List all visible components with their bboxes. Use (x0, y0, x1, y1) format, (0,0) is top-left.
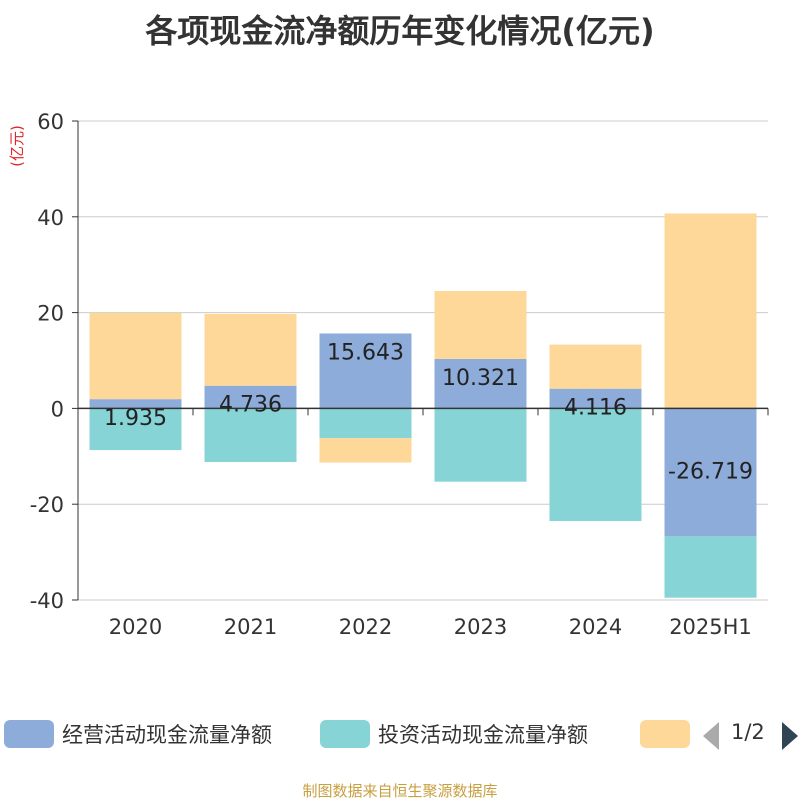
bar-segment-2025H1-s2[interactable] (664, 213, 757, 409)
legend-swatch-third[interactable] (640, 720, 690, 748)
x-tick-label: 2020 (109, 615, 162, 639)
x-tick-label: 2024 (569, 615, 622, 639)
bar-segment-2020-s2[interactable] (89, 312, 182, 400)
legend-page-indicator: 1/2 (731, 720, 765, 744)
data-label-2025H1: -26.719 (668, 459, 753, 484)
bar-segment-2022-s1[interactable] (319, 408, 412, 439)
axes: -40 -20 0 20 40 60 2020 2021 2022 2023 2024 2025H1 (30, 110, 769, 639)
grid-lines (78, 120, 768, 601)
legend: 经营活动现金流量净额 投资活动现金流量净额 1/2 (0, 712, 800, 756)
bar-segment-2024-s2[interactable] (549, 344, 642, 389)
bars (89, 213, 757, 598)
legend-label-operating[interactable]: 经营活动现金流量净额 (62, 723, 272, 747)
y-tick-label: -20 (30, 493, 64, 517)
x-tick-label: 2025H1 (669, 615, 752, 639)
y-tick-label: 20 (37, 302, 64, 326)
bar-segment-2022-s2[interactable] (319, 438, 412, 463)
data-source-note: 制图数据来自恒生聚源数据库 (302, 782, 498, 800)
y-tick-label: 40 (37, 206, 64, 230)
data-label-2021: 4.736 (219, 393, 282, 418)
legend-next-page-icon[interactable] (782, 722, 798, 750)
x-tick-label: 2021 (224, 615, 277, 639)
legend-label-investing[interactable]: 投资活动现金流量净额 (378, 723, 588, 747)
data-label-2020: 1.935 (104, 406, 167, 431)
bar-segment-2021-s1[interactable] (204, 408, 297, 463)
chart-title: 各项现金流净额历年变化情况(亿元) (145, 12, 655, 50)
y-axis-label: (亿元) (8, 125, 26, 167)
legend-swatch-operating[interactable] (4, 720, 54, 748)
bar-segment-2025H1-s1[interactable] (664, 536, 757, 598)
data-labels: 1.935 4.736 15.643 10.321 4.116 -26.719 (104, 340, 753, 484)
y-tick-label: 0 (51, 397, 64, 421)
data-label-2022: 15.643 (327, 340, 404, 365)
legend-prev-page-icon[interactable] (703, 722, 719, 750)
bar-segment-2023-s0[interactable] (434, 358, 527, 409)
data-label-2024: 4.116 (564, 396, 627, 421)
bar-segment-2020-s0[interactable] (89, 399, 182, 409)
legend-swatch-investing[interactable] (320, 720, 370, 748)
x-tick-label: 2022 (339, 615, 392, 639)
x-tick-label: 2023 (454, 615, 507, 639)
bar-segment-2023-s2[interactable] (434, 290, 527, 359)
bar-segment-2023-s1[interactable] (434, 408, 527, 482)
y-tick-label: 60 (37, 110, 64, 134)
bar-segment-2024-s1[interactable] (549, 408, 642, 521)
bar-segment-2024-s0[interactable] (549, 388, 642, 409)
bar-segment-2021-s0[interactable] (204, 385, 297, 409)
bar-segment-2025H1-s0[interactable] (664, 408, 757, 537)
y-tick-label: -40 (30, 589, 64, 613)
bar-segment-2022-s0[interactable] (319, 333, 412, 409)
bar-segment-2021-s2[interactable] (204, 313, 297, 386)
bar-segment-2020-s1[interactable] (89, 408, 182, 451)
data-label-2023: 10.321 (442, 366, 519, 391)
